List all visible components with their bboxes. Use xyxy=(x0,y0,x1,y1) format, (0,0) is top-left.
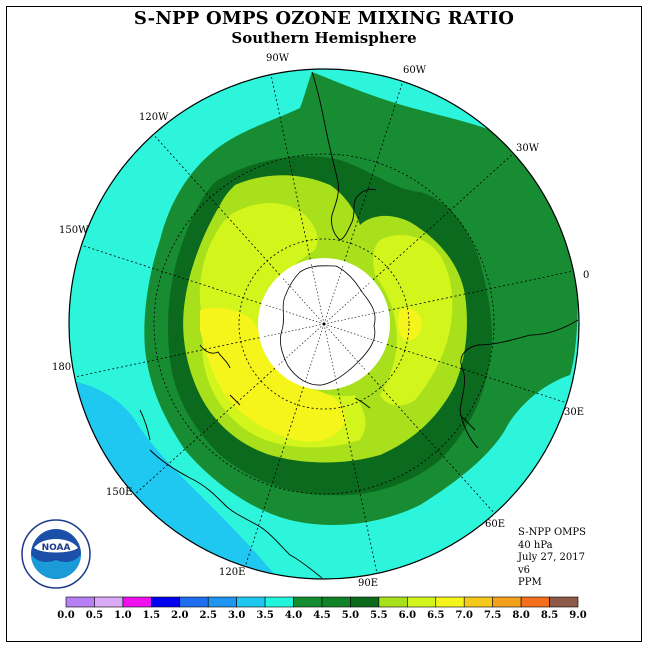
meridian-line xyxy=(367,372,496,515)
meridian-line xyxy=(372,152,515,281)
lon-label-30e: 30E xyxy=(564,407,584,418)
meridian-line xyxy=(270,73,311,260)
meridian-line xyxy=(152,133,281,276)
region-yellow xyxy=(200,307,422,442)
meridian-line xyxy=(73,337,260,378)
lon-label-120w: 120W xyxy=(139,112,169,123)
lon-label-90w: 90W xyxy=(266,53,290,64)
meridian-line xyxy=(344,80,404,262)
info-block: S-NPP OMPS 40 hPa July 27, 2017 v6 PPM xyxy=(518,527,586,590)
lon-label-150e: 150E xyxy=(106,487,132,498)
lon-label-120e: 120E xyxy=(219,567,245,578)
meridian-line xyxy=(388,270,575,311)
longitude-lines xyxy=(73,73,575,575)
antarctica-outline xyxy=(280,265,376,386)
meridian-line xyxy=(133,367,276,496)
lon-label-60e: 60E xyxy=(485,519,505,530)
info-pressure: 40 hPa xyxy=(518,539,553,551)
info-date: July 27, 2017 xyxy=(518,552,586,563)
meridian-line xyxy=(244,386,304,568)
info-version: v6 xyxy=(518,564,531,576)
latitude-circles xyxy=(153,153,495,495)
noaa-logo-icon: NOAA xyxy=(21,519,91,589)
lon-label-30w: 30W xyxy=(516,143,540,154)
meridian-line xyxy=(337,388,378,575)
figure-subtitle: Southern Hemisphere xyxy=(231,29,417,47)
lon-label-60w: 60W xyxy=(403,65,427,76)
lon-label-90e: 90E xyxy=(358,578,378,589)
meridian-line xyxy=(386,344,568,404)
lon-label-150w: 150W xyxy=(59,225,89,236)
lon-label-0: 0 xyxy=(583,270,589,281)
info-units: PPM xyxy=(518,577,542,588)
logo-text: NOAA xyxy=(42,543,71,553)
info-instrument: S-NPP OMPS xyxy=(518,527,586,538)
meridian-line xyxy=(80,244,262,304)
figure-title: S-NPP OMPS OZONE MIXING RATIO xyxy=(133,8,515,29)
map-border xyxy=(68,68,580,580)
south-pole-marker xyxy=(322,322,326,326)
lon-label-180: 180 xyxy=(52,362,71,373)
